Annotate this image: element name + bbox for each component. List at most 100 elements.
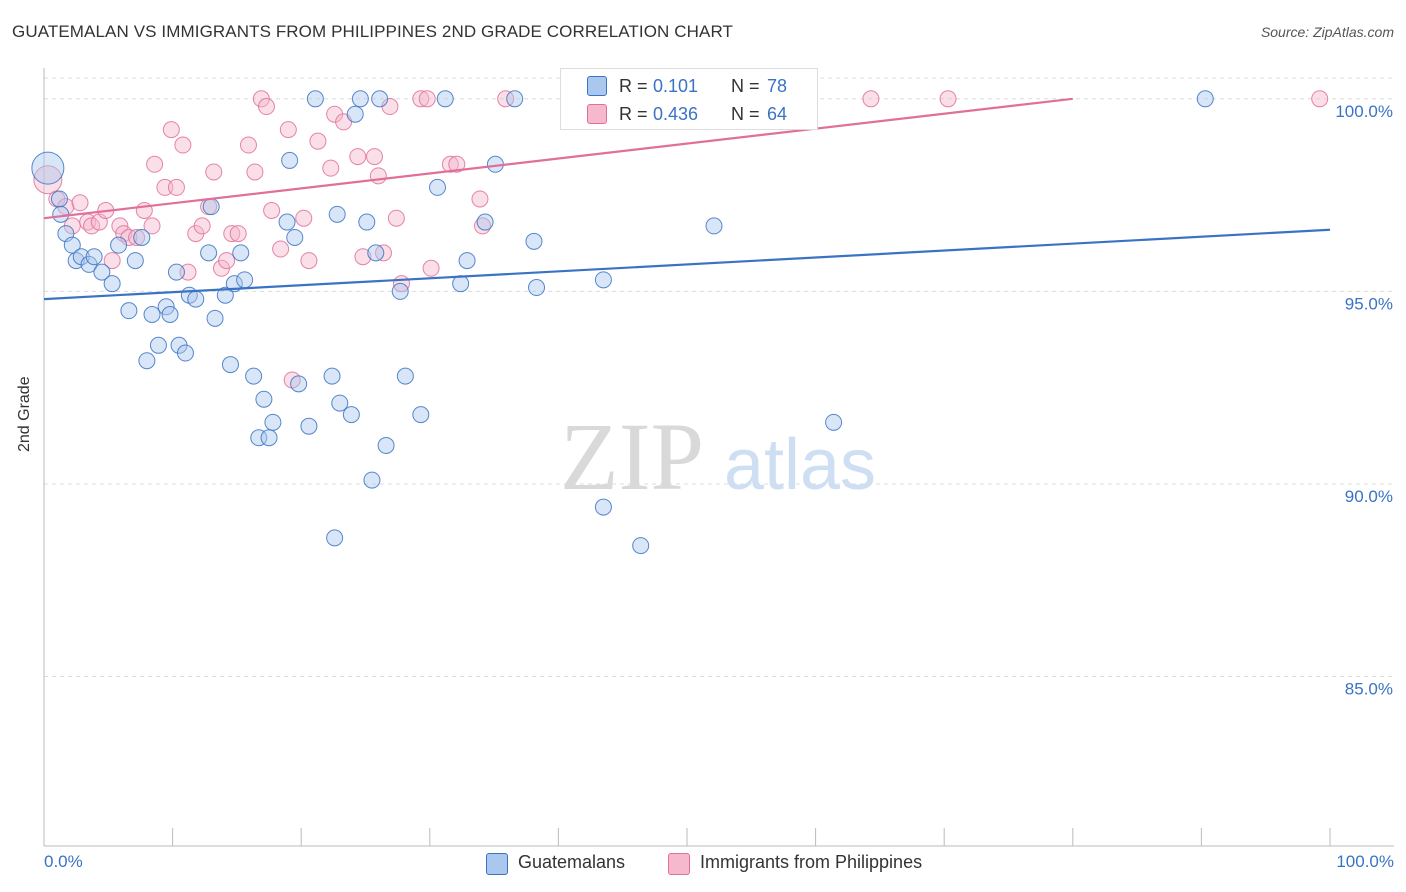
legend-swatch-pink [668, 853, 690, 875]
point-guatemalans [396, 367, 414, 385]
point-guatemalans [133, 228, 151, 246]
x-tick-max: 100.0% [1336, 852, 1394, 871]
legend-n-value: 78 [767, 76, 788, 96]
point-philippines [179, 263, 197, 281]
source-label: Source: ZipAtlas.com [1260, 24, 1394, 40]
point-philippines [111, 217, 129, 235]
watermark-atlas: atlas [724, 425, 876, 505]
point-guatemalans [52, 205, 70, 223]
point-philippines [33, 165, 63, 195]
point-philippines [1311, 90, 1329, 108]
point-guatemalans [206, 309, 224, 327]
point-guatemalans [260, 429, 278, 447]
point-guatemalans [412, 406, 430, 424]
point-guatemalans [202, 198, 220, 216]
legend-r-label: R = [619, 76, 648, 96]
watermark: ZIP atlas [560, 403, 876, 510]
y-tick-label: 95.0% [1345, 294, 1393, 313]
point-guatemalans [232, 244, 250, 262]
point-guatemalans [245, 367, 263, 385]
point-guatemalans [632, 537, 650, 555]
point-guatemalans [594, 498, 612, 516]
point-guatemalans [50, 190, 68, 208]
point-philippines [471, 190, 489, 208]
point-philippines [279, 121, 297, 139]
legend-n-value: 64 [767, 104, 788, 124]
point-guatemalans [126, 252, 144, 270]
y-tick-label: 90.0% [1345, 487, 1393, 506]
point-guatemalans [250, 429, 268, 447]
y-tick-label: 100.0% [1335, 102, 1393, 121]
chart-title: GUATEMALAN VS IMMIGRANTS FROM PHILIPPINE… [12, 22, 733, 41]
point-guatemalans [161, 305, 179, 323]
point-guatemalans [120, 302, 138, 320]
point-guatemalans [825, 413, 843, 431]
point-philippines [862, 90, 880, 108]
point-philippines [229, 225, 247, 243]
legend-r-value: 0.436 [653, 104, 699, 124]
point-philippines [156, 178, 174, 196]
axes [43, 68, 1394, 847]
point-philippines [162, 121, 180, 139]
legend-label-guatemalans: Guatemalans [518, 852, 626, 872]
point-philippines [83, 217, 101, 235]
point-philippines [309, 132, 327, 150]
point-guatemalans [326, 529, 344, 547]
point-guatemalans [93, 263, 111, 281]
point-guatemalans [236, 271, 254, 289]
point-guatemalans [187, 290, 205, 308]
series-philippines-points [33, 90, 1329, 389]
point-guatemalans [157, 298, 175, 316]
point-philippines [218, 252, 236, 270]
point-guatemalans [149, 336, 167, 354]
legend-r-label: R = [619, 104, 648, 124]
point-philippines [246, 163, 264, 181]
legend-label-philippines: Immigrants from Philippines [700, 852, 923, 872]
point-philippines [441, 155, 459, 173]
point-philippines [448, 155, 466, 173]
y-axis-label: 2nd Grade [16, 376, 33, 452]
point-guatemalans [705, 217, 723, 235]
point-guatemalans [391, 282, 409, 300]
point-guatemalans [436, 90, 454, 108]
point-philippines [167, 178, 185, 196]
point-guatemalans [476, 213, 494, 231]
point-guatemalans [358, 213, 376, 231]
point-guatemalans [300, 417, 318, 435]
point-guatemalans [176, 344, 194, 362]
point-guatemalans [328, 205, 346, 223]
point-guatemalans [363, 471, 381, 489]
point-philippines [205, 163, 223, 181]
point-guatemalans [525, 232, 543, 250]
point-philippines [263, 202, 281, 220]
point-guatemalans [278, 213, 296, 231]
point-guatemalans [281, 151, 299, 169]
legend-swatch-pink [587, 104, 607, 124]
x-tick-min: 0.0% [44, 852, 83, 871]
point-guatemalans [143, 305, 161, 323]
point-guatemalans [290, 375, 308, 393]
point-philippines [369, 167, 387, 185]
point-guatemalans [323, 367, 341, 385]
point-philippines [272, 240, 290, 258]
point-guatemalans [31, 151, 65, 185]
point-guatemalans [594, 271, 612, 289]
point-guatemalans [221, 356, 239, 374]
point-guatemalans [429, 178, 447, 196]
point-guatemalans [200, 244, 218, 262]
point-guatemalans [367, 244, 385, 262]
point-philippines [146, 155, 164, 173]
point-guatemalans [216, 286, 234, 304]
point-philippines [174, 136, 192, 154]
point-philippines [354, 248, 372, 266]
point-philippines [412, 90, 430, 108]
watermark-zip: ZIP [560, 403, 704, 510]
series-guatemalans-points [31, 90, 1214, 555]
point-philippines [239, 136, 257, 154]
point-philippines [193, 217, 211, 235]
point-guatemalans [346, 105, 364, 123]
point-guatemalans [85, 248, 103, 266]
legend-n-label: N = [731, 104, 760, 124]
point-guatemalans [331, 394, 349, 412]
point-philippines [143, 217, 161, 235]
